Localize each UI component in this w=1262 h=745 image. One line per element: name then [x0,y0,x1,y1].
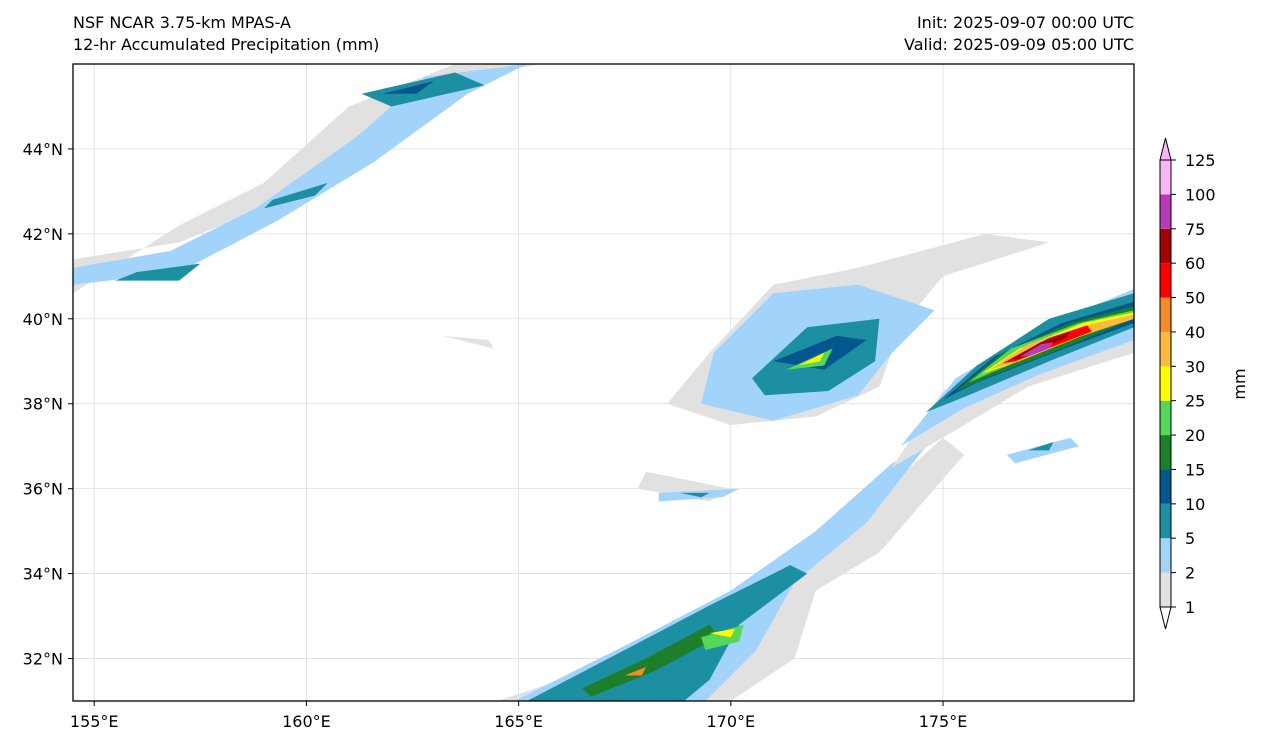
precip-southwest-cells-d [624,667,646,676]
colorbar-level-label: 1 [1185,598,1195,617]
precip-southwest-cells-c [709,628,736,638]
lat-tick-label: 40°N [23,310,63,329]
colorbar-segment [1160,538,1171,573]
lon-tick-label: 175°E [919,712,968,731]
colorbar-level-label: 60 [1185,254,1205,273]
lat-tick-label: 38°N [23,395,63,414]
precip-mid-cluster-core-a [773,335,867,370]
colorbar-segment [1160,469,1171,504]
colorbar-level-label: 15 [1185,460,1205,479]
colorbar-level-label: 40 [1185,323,1205,342]
colorbar-level-label: 20 [1185,426,1205,445]
precip-small-cluster-36n-core [679,492,710,498]
lon-tick-label: 165°E [494,712,543,731]
colorbar-frame [1159,159,1172,608]
colorbar-extend-min [1159,606,1172,630]
precip-northwest-core-c [264,182,328,209]
precip-small-light-streak [442,335,494,349]
lat-tick-label: 36°N [23,480,63,499]
colorbar-level-label: 100 [1185,185,1216,204]
colorbar-segment [1160,228,1171,264]
precip-mid-cluster-core-c [798,352,825,366]
field-title: 12-hr Accumulated Precipitation (mm) [73,35,380,54]
valid-time: Valid: 2025-09-09 05:00 UTC [903,35,1134,54]
colorbar-level-label: 30 [1185,357,1205,376]
lat-tick-label: 44°N [23,140,63,159]
lat-tick-label: 32°N [23,650,63,669]
colorbar-level-label: 50 [1185,289,1205,308]
precip-southwest-cells-a [582,624,719,697]
precip-east-streak [1006,437,1079,464]
colorbar-segment [1160,263,1171,298]
colorbar-unit-label: mm [1230,368,1249,399]
precip-northwest-band-moderate [73,64,528,285]
colorbar-segment [1160,160,1171,195]
colorbar-segment [1160,572,1171,607]
lon-tick-label: 170°E [706,712,755,731]
precip-northwest-core-d [382,81,434,94]
colorbar-segment [1160,194,1171,229]
title-left: NSF NCAR 3.75-km MPAS-A 12-hr Accumulate… [73,12,379,56]
precip-northwest-core-b [361,72,485,107]
colorbar-segment [1160,331,1171,367]
colorbar-segment [1160,435,1171,470]
colorbar-segment [1160,366,1171,401]
colorbar-level-label: 10 [1185,495,1205,514]
colorbar-segment [1160,297,1171,332]
lat-tick-label: 34°N [23,565,63,584]
precip-southwest-band-heavy [527,565,808,701]
precip-east-streak-core [1027,442,1054,451]
colorbar-segment [1160,400,1171,436]
lat-tick-label: 42°N [23,225,63,244]
colorbar-level-label: 125 [1185,151,1216,170]
colorbar-segment [1160,503,1171,539]
precip-field [73,64,1134,701]
colorbar-level-label: 75 [1185,220,1205,239]
colorbar-level-label: 2 [1185,564,1195,583]
model-title: NSF NCAR 3.75-km MPAS-A [73,13,291,32]
colorbar-level-label: 5 [1185,529,1195,548]
colorbar-extend-max [1159,137,1172,161]
map-frame [72,63,1135,702]
precip-northwest-core-a [115,263,201,281]
axis-labels: 155°E 160°E 165°E 170°E 175°E 32°N 34°N 36°N 38°… [23,140,968,731]
precip-frontal-band-100 [1019,342,1054,357]
title-right: Init: 2025-09-07 00:00 UTC Valid: 2025-0… [904,12,1134,56]
precip-mid-cluster-core-b [786,348,833,370]
colorbar-level-label: 25 [1185,392,1205,411]
lon-tick-label: 155°E [70,712,119,731]
init-time: Init: 2025-09-07 00:00 UTC [916,13,1134,32]
lon-tick-label: 160°E [282,712,331,731]
